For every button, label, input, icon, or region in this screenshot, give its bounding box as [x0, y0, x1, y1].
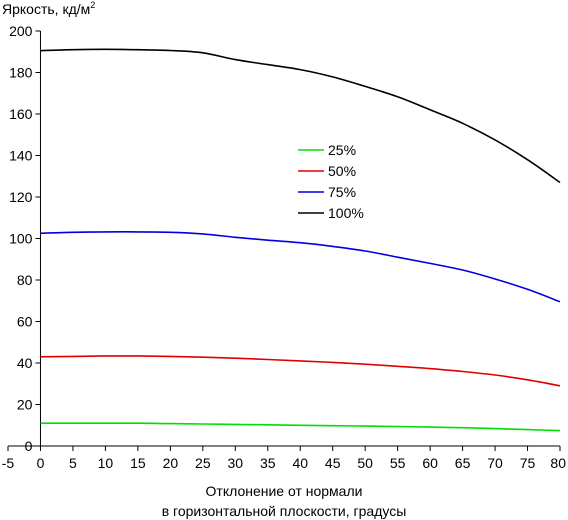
legend-label: 100% [328, 205, 364, 221]
x-axis-title-line2: в горизонтальной плоскости, градусы [162, 503, 407, 519]
x-tick-label: 30 [228, 455, 244, 471]
y-tick-label: 0 [25, 438, 33, 454]
x-tick-label: 0 [37, 455, 45, 471]
legend-label: 50% [328, 163, 356, 179]
x-tick-label: 15 [130, 455, 146, 471]
series-line-75pct [40, 231, 561, 303]
x-tick-label: 65 [455, 455, 471, 471]
y-tick-label: 60 [17, 314, 33, 330]
svg-text:Яркость, кд/м2: Яркость, кд/м2 [2, 0, 95, 17]
legend: 25% 50% 75% 100% [298, 142, 364, 221]
series-line-25pct [40, 422, 561, 432]
series-lines [40, 48, 561, 432]
x-axis-title-line1: Отклонение от нормали [206, 483, 363, 499]
x-tick-label: 75 [520, 455, 536, 471]
x-tick-label: 20 [163, 455, 179, 471]
x-tick-label: 40 [292, 455, 308, 471]
y-axis-title: Яркость, кд/м2 [2, 0, 95, 17]
x-tick-label: 35 [260, 455, 276, 471]
y-tick-label: 20 [17, 397, 33, 413]
x-tick-label: 5 [69, 455, 77, 471]
y-tick-label: 120 [9, 189, 33, 205]
legend-label: 75% [328, 184, 356, 200]
x-tick-label: 70 [487, 455, 503, 471]
y-tick-label: 160 [9, 106, 33, 122]
x-tick-label: -5 [2, 455, 15, 471]
x-tick-label: 10 [98, 455, 114, 471]
y-tick-label: 100 [9, 231, 33, 247]
y-ticks: 0 20 40 60 80 100 120 140 160 180 200 [9, 23, 41, 454]
y-tick-label: 180 [9, 65, 33, 81]
series-line-50pct [40, 355, 561, 387]
x-tick-label: 60 [422, 455, 438, 471]
legend-label: 25% [328, 142, 356, 158]
y-tick-label: 80 [17, 272, 33, 288]
x-ticks: -5 0 5 10 15 20 25 30 35 40 45 50 55 60 65 70 75 80 [2, 446, 566, 471]
y-axis-title-text: Яркость, кд/м [2, 1, 90, 17]
axes [8, 31, 560, 447]
x-tick-label: 50 [357, 455, 373, 471]
y-tick-label: 140 [9, 148, 33, 164]
y-tick-label: 200 [9, 23, 33, 39]
series-line-100pct [40, 48, 561, 184]
x-tick-label: 55 [390, 455, 406, 471]
x-tick-label: 45 [325, 455, 341, 471]
y-tick-label: 40 [17, 355, 33, 371]
y-axis-title-superscript: 2 [90, 0, 95, 10]
x-tick-label: 25 [195, 455, 211, 471]
x-tick-label: 80 [550, 455, 566, 471]
